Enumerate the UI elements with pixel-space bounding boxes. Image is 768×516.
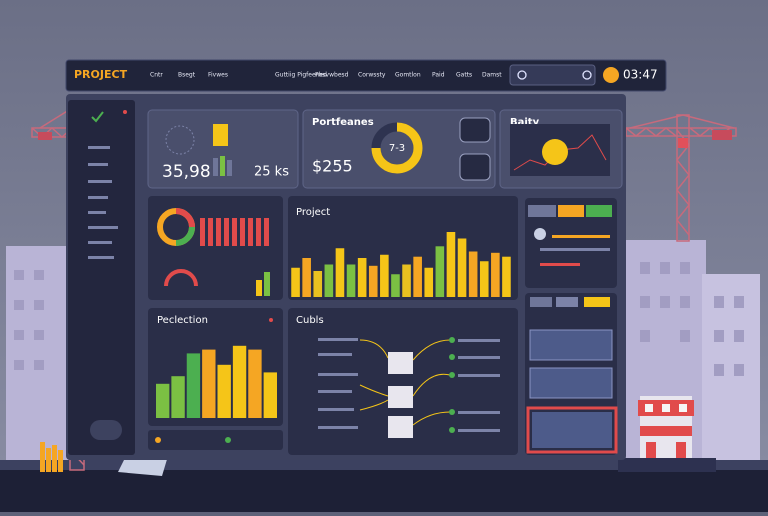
bar [457, 238, 467, 297]
brand[interactable]: PROJECT [74, 68, 128, 81]
bar [217, 364, 231, 418]
ground-edge [0, 460, 768, 470]
grid-tiles [529, 329, 613, 399]
panel-title: Cubls [296, 315, 324, 326]
toggle[interactable] [90, 420, 122, 440]
materials [40, 442, 63, 472]
card-title: Portfeanes [312, 117, 374, 128]
nav-item[interactable]: Guttiig Pigfeened [275, 72, 327, 79]
crane-cab [678, 138, 688, 148]
highlight-box [526, 406, 618, 454]
icon-button[interactable] [459, 117, 491, 143]
mini-bars [200, 218, 269, 246]
donut [175, 226, 195, 246]
bar [446, 232, 456, 297]
sidebar [68, 100, 135, 455]
bar [491, 252, 500, 297]
bar [346, 264, 356, 297]
buildings [6, 240, 760, 470]
clock-icon [603, 67, 619, 83]
mini-bars [256, 272, 270, 296]
legend-strip [148, 430, 283, 450]
dot [269, 318, 273, 322]
nav-item[interactable]: Paid [432, 72, 445, 79]
nav-item[interactable]: Gomtlon [395, 72, 421, 79]
sidebar-items [88, 146, 118, 259]
bar [313, 271, 323, 297]
card-value: 35,98 [162, 162, 211, 182]
search-icon[interactable] [582, 70, 592, 80]
bar [424, 267, 434, 297]
dot [123, 110, 127, 114]
bar [357, 258, 367, 297]
donut [175, 208, 195, 228]
bar [468, 251, 478, 297]
nav-item[interactable]: Gatts [456, 72, 472, 79]
badge [542, 139, 568, 165]
bar [479, 261, 489, 297]
bar [171, 376, 185, 418]
panel [288, 308, 518, 455]
gauge [165, 125, 195, 155]
nav-item[interactable]: Bsegt [178, 72, 196, 79]
bar [335, 248, 345, 297]
bar [413, 256, 422, 297]
bar [291, 267, 300, 297]
avatar [534, 228, 546, 240]
crane-weight [38, 132, 52, 140]
search-box[interactable] [509, 64, 596, 86]
card-value: 25 ks [254, 165, 289, 180]
grid-tiles [532, 412, 612, 448]
icon-button[interactable] [459, 153, 491, 181]
bar [368, 265, 378, 297]
bar [263, 372, 277, 418]
bar [232, 345, 247, 418]
nav-item[interactable]: Fivwes [208, 72, 228, 79]
bar [248, 349, 262, 418]
icon [213, 124, 228, 146]
bar [324, 264, 334, 297]
bar [156, 383, 170, 418]
crane-weight [712, 130, 732, 140]
meter [164, 269, 198, 287]
nav-item[interactable]: Pbsvwbesd [315, 72, 349, 79]
card [302, 109, 496, 189]
gauge-label: 7-3 [389, 143, 405, 154]
check-icon [91, 111, 104, 123]
tower [618, 396, 716, 472]
bar [502, 256, 511, 297]
bar [402, 264, 411, 297]
card-title: Baity [510, 117, 540, 128]
nav-item[interactable]: Corwssty [358, 72, 386, 79]
flow-diagram [318, 337, 500, 438]
card-value: $255 [312, 157, 353, 176]
bar [186, 353, 201, 418]
bar [380, 254, 389, 297]
panel-title: Project [296, 207, 330, 218]
bar [391, 274, 400, 297]
search-icon [517, 70, 527, 80]
clock-time: 03:47 [623, 68, 658, 82]
card [147, 109, 299, 189]
bar [302, 258, 311, 297]
ground [0, 468, 768, 512]
nav-item[interactable]: Cntr [150, 72, 163, 79]
bar [202, 349, 216, 418]
bar [435, 246, 445, 297]
panel-title: Peclection [157, 315, 208, 326]
nav-item[interactable]: Damst [482, 72, 502, 79]
gauge-arc [371, 122, 423, 174]
